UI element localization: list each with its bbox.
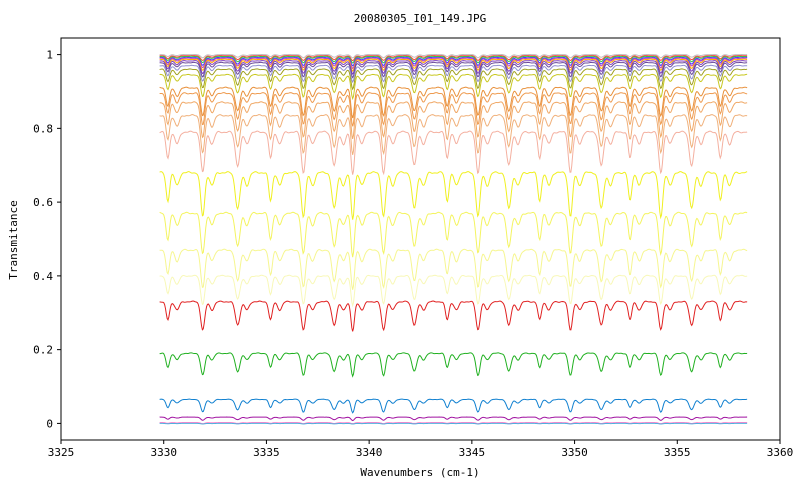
y-tick-label: 0.4 <box>33 270 53 283</box>
chart-title: 20080305_I01_149.JPG <box>354 12 486 25</box>
series-line <box>159 114 748 156</box>
y-tick-label: 1 <box>46 49 53 62</box>
x-tick-label: 3345 <box>459 446 486 459</box>
x-tick-label: 3330 <box>150 446 177 459</box>
series-line <box>159 55 748 62</box>
series-line <box>159 248 748 290</box>
y-tick-label: 0 <box>46 417 53 430</box>
series-line <box>159 101 748 139</box>
y-tick-label: 0.2 <box>33 344 53 357</box>
series-line <box>159 61 748 79</box>
series-line <box>159 171 748 220</box>
series-line <box>159 422 748 425</box>
series-line <box>159 398 748 414</box>
series-line <box>159 73 748 101</box>
series-line <box>159 55 748 64</box>
series-line <box>159 57 748 70</box>
x-tick-label: 3335 <box>253 446 280 459</box>
x-tick-label: 3360 <box>767 446 794 459</box>
plot-frame <box>60 37 781 441</box>
series-line <box>159 422 748 425</box>
y-axis: 0 0.2 0.4 0.6 0.8 1 <box>33 49 61 430</box>
series-line <box>159 54 748 59</box>
y-axis-label: Transmitance <box>7 200 20 279</box>
x-tick-label: 3325 <box>48 446 75 459</box>
x-axis-label: Wavenumbers (cm-1) <box>360 466 479 479</box>
series-line <box>159 86 748 119</box>
plot-area <box>159 54 748 425</box>
x-tick-label: 3350 <box>561 446 588 459</box>
x-tick-label: 3340 <box>356 446 383 459</box>
series-line <box>159 92 748 127</box>
series-line <box>159 300 748 332</box>
series-line <box>159 64 748 84</box>
series-line <box>159 56 748 67</box>
y-tick-label: 0.8 <box>33 122 53 135</box>
x-tick-label: 3355 <box>664 446 691 459</box>
y-tick-label: 0.6 <box>33 196 53 209</box>
series-line <box>159 68 748 91</box>
series-line <box>159 211 748 258</box>
series-line <box>159 416 748 422</box>
x-axis: 3325 3330 3335 3340 3345 3350 3355 3360 <box>48 440 794 459</box>
series-line <box>159 352 748 378</box>
series-line <box>159 130 748 176</box>
series-line <box>159 58 748 72</box>
series-line <box>159 60 748 76</box>
series-line <box>159 274 748 308</box>
